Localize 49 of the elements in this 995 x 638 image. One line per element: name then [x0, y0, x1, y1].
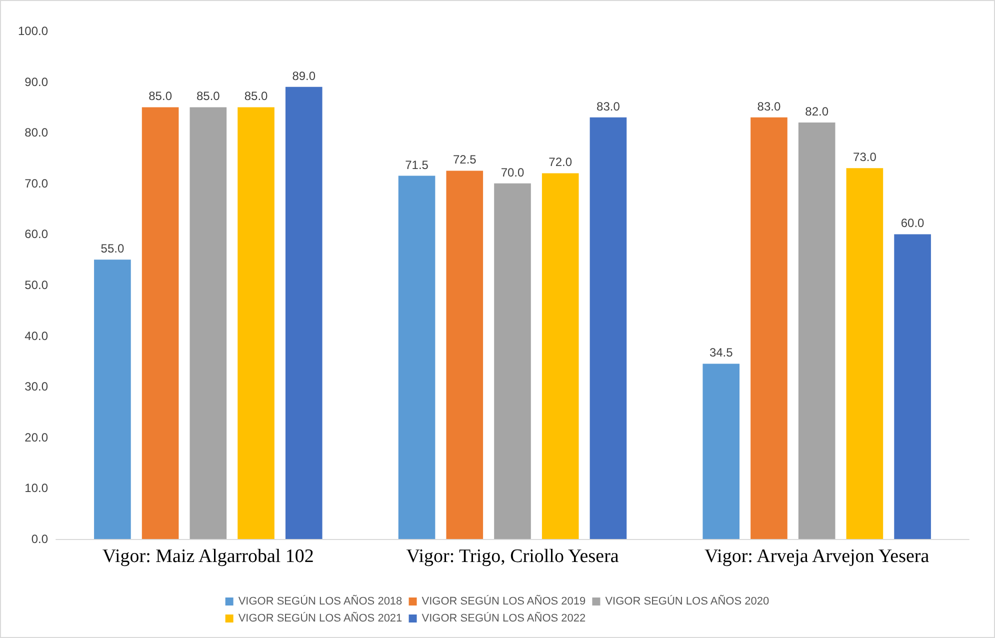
bar: [494, 183, 531, 539]
bar: [238, 107, 274, 539]
data-label: 70.0: [500, 165, 524, 180]
bar: [846, 168, 884, 539]
x-tick-label: Vigor: Trigo, Criollo Yesera: [406, 546, 620, 567]
bar: [94, 260, 131, 539]
data-label: 72.0: [548, 155, 572, 170]
data-label: 82.0: [805, 104, 829, 118]
y-tick-label: 60.0: [24, 227, 48, 242]
y-tick-label: 10.0: [24, 481, 48, 496]
bar: [285, 86, 322, 539]
y-tick-label: 90.0: [24, 74, 48, 89]
legend-label: VIGOR SEGÚN LOS AÑOS 2021: [238, 612, 402, 624]
data-label: 85.0: [244, 89, 268, 104]
data-label: 83.0: [596, 99, 620, 114]
bar: [750, 117, 788, 539]
legend-label: VIGOR SEGÚN LOS AÑOS 2019: [422, 594, 586, 608]
data-label: 34.5: [709, 346, 734, 360]
y-tick-label: 40.0: [24, 328, 48, 343]
y-tick-label: 30.0: [24, 380, 48, 394]
data-label: 89.0: [292, 68, 316, 83]
data-label: 71.5: [405, 158, 429, 172]
data-label: 72.5: [452, 152, 477, 167]
y-tick-label: 80.0: [24, 126, 48, 140]
legend-label: VIGOR SEGÚN LOS AÑOS 2020: [605, 594, 770, 608]
y-tick-label: 50.0: [24, 278, 48, 292]
bar: [542, 173, 579, 539]
bar: [702, 364, 740, 539]
y-tick-label: 100.0: [18, 24, 48, 38]
y-tick-label: 20.0: [24, 430, 48, 444]
bar: [190, 107, 227, 539]
bar: [398, 176, 436, 539]
x-tick-label: Vigor: Arveja Arvejon Yesera: [704, 546, 930, 567]
bar: [142, 107, 179, 539]
bar: [590, 117, 627, 539]
bar: [894, 234, 931, 539]
y-tick-label: 0.0: [31, 532, 48, 546]
data-label: 83.0: [757, 99, 781, 114]
legend-label: VIGOR SEGÚN LOS AÑOS 2018: [238, 594, 402, 608]
bar: [446, 170, 484, 539]
data-label: 85.0: [196, 89, 220, 104]
bar: [798, 122, 836, 539]
data-label: 85.0: [148, 89, 172, 104]
legend-label: VIGOR SEGÚN LOS AÑOS 2022: [422, 612, 586, 624]
data-label: 60.0: [900, 216, 925, 230]
data-label: 73.0: [853, 150, 877, 164]
x-tick-label: Vigor: Maiz Algarrobal 102: [102, 546, 314, 567]
data-label: 55.0: [100, 242, 124, 256]
y-tick-label: 70.0: [24, 176, 48, 190]
